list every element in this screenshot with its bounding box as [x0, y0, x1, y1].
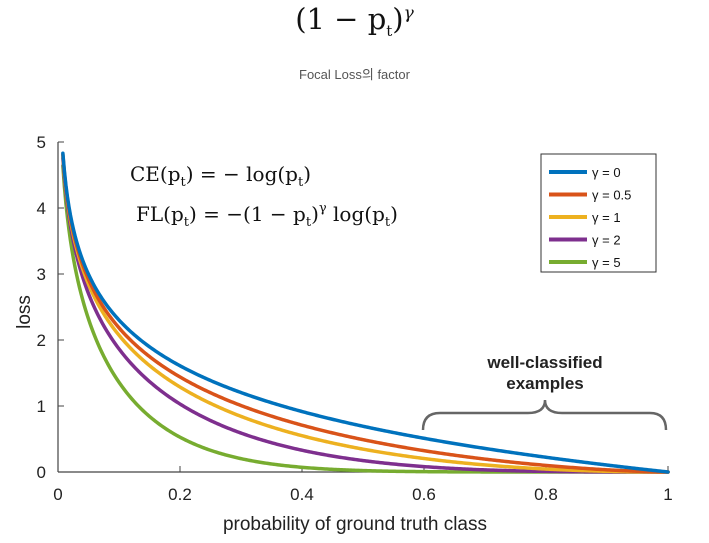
legend-label: γ = 1 [592, 210, 621, 225]
formula-base: (1 − p [295, 2, 387, 36]
ce-end: ) [303, 162, 311, 186]
fl-lhs: FL(p [136, 202, 184, 226]
y-tick-label: 4 [37, 199, 46, 218]
y-tick-label: 5 [37, 133, 46, 152]
x-tick-label: 0.2 [168, 485, 192, 504]
ce-rhs: ) = − log(p [186, 162, 298, 186]
formula-exponent: γ [403, 3, 414, 24]
formula-close: ) [392, 2, 404, 36]
fl-close: ) [311, 202, 319, 226]
fl-exp: γ [319, 201, 327, 216]
ce-sub2: t [298, 175, 304, 190]
fl-mid: ) = −(1 − p [189, 202, 306, 226]
fl-sub2: t [306, 215, 312, 230]
ce-sub: t [181, 175, 187, 190]
ce-formula: CE(pt) = − log(pt) [130, 162, 311, 190]
fl-log: log(p [327, 202, 385, 226]
fl-end: ) [390, 202, 398, 226]
legend-label: γ = 2 [592, 233, 621, 248]
legend-label: γ = 5 [592, 255, 621, 270]
well-classified-label-line2: examples [506, 374, 584, 393]
x-tick-label: 0 [53, 485, 62, 504]
series-line-gamma-1 [61, 154, 670, 474]
fl-sub: t [184, 215, 190, 230]
figure-caption: Focal Loss의 factor [299, 67, 410, 82]
legend-label: γ = 0.5 [592, 188, 631, 203]
y-axis-label: loss [14, 295, 35, 329]
ce-lhs: CE(p [130, 162, 181, 186]
well-classified-label-line1: well-classified [486, 353, 602, 372]
y-tick-label: 0 [37, 463, 46, 482]
x-tick-label: 0.4 [290, 485, 314, 504]
legend-label: γ = 0 [592, 165, 621, 180]
x-tick-label: 0.6 [412, 485, 436, 504]
y-tick-label: 3 [37, 265, 46, 284]
formula-subscript: t [386, 21, 393, 40]
series-line-gamma-0-5 [61, 152, 670, 474]
x-tick-label: 0.8 [534, 485, 558, 504]
fl-sub3: t [385, 215, 391, 230]
y-tick-label: 2 [37, 331, 46, 350]
series-line-gamma-0 [61, 151, 670, 474]
fl-formula: FL(pt) = −(1 − pt)γ log(pt) [136, 201, 398, 230]
well-classified-brace [421, 399, 668, 431]
focal-factor-formula: (1 − pt)γ [0, 2, 709, 40]
y-tick-label: 1 [37, 397, 46, 416]
x-tick-label: 1 [663, 485, 672, 504]
x-axis-label: probability of ground truth class [223, 514, 487, 535]
